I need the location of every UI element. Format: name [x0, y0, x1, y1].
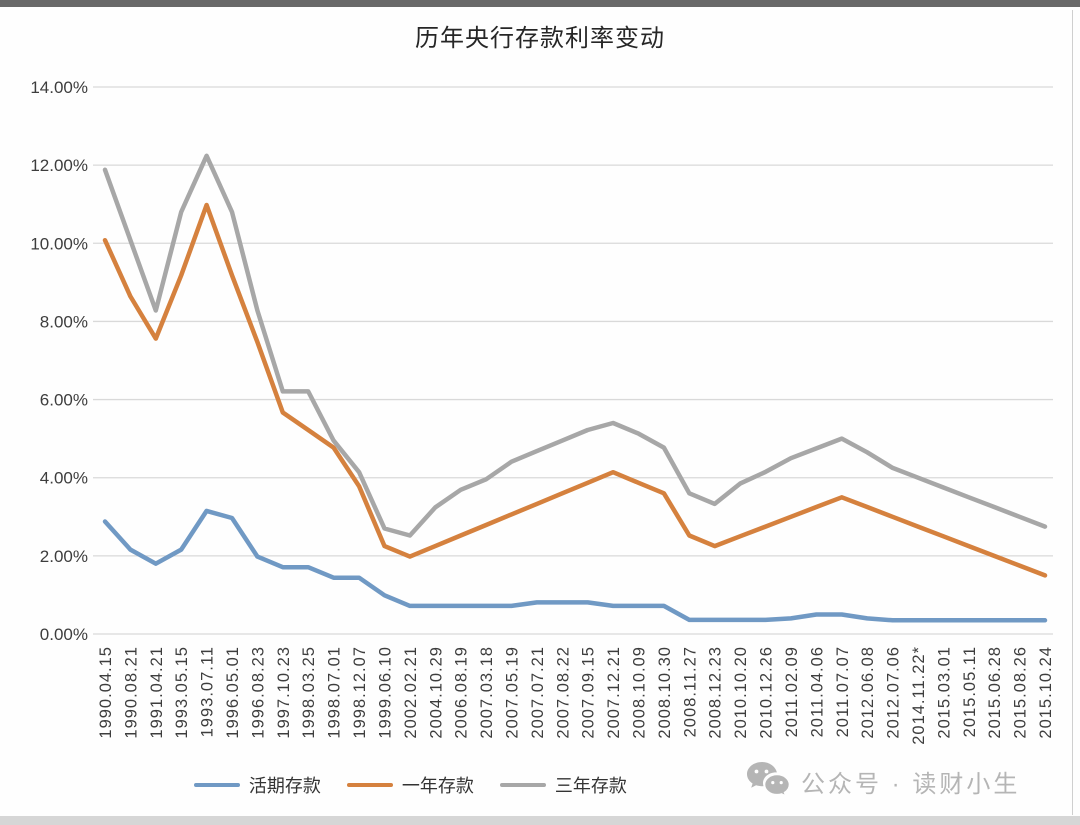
x-axis-tick-label: 2011.04.06 [808, 646, 826, 737]
legend-label: 活期存款 [248, 776, 321, 796]
one-year-deposit-line-swatch [346, 783, 393, 787]
chart-legend: 活期存款 一年存款 三年存款 [0, 772, 821, 798]
x-axis-tick-label: 2010.10.20 [732, 646, 750, 739]
legend-item-demand-deposit: 活期存款 [193, 772, 321, 798]
x-axis-tick-label: 2008.10.09 [631, 646, 649, 739]
x-axis-tick-label: 1999.06.10 [376, 646, 394, 739]
x-axis-tick-label: 1998.07.01 [326, 646, 344, 739]
x-axis-tick-label: 2015.08.26 [1012, 646, 1030, 739]
y-axis-tick-label: 2.00% [40, 547, 88, 566]
x-axis-tick-label: 2015.10.24 [1037, 646, 1055, 739]
x-axis-tick-label: 2012.07.06 [885, 646, 903, 739]
x-axis-tick-label: 2008.12.23 [707, 646, 725, 739]
x-axis-tick-label: 2014.11.22* [910, 646, 928, 745]
photo-bottom-edge [0, 816, 1080, 825]
x-axis-tick-label: 2008.11.27 [681, 646, 699, 737]
y-axis-tick-label: 0.00% [40, 625, 88, 644]
line-chart: 14.00% 12.00% 10.00% 8.00% 6.00% 4.00% 2.00% 0.… [30, 78, 1055, 745]
photo-right-edge [1072, 10, 1073, 815]
y-axis-tick-label: 12.00% [30, 156, 88, 175]
x-axis-tick-label: 1993.05.15 [173, 646, 191, 739]
wechat-icon [747, 762, 791, 798]
watermark-text: 公众号 · 读财小生 [801, 770, 1021, 798]
x-axis-tick-label: 1990.08.21 [122, 646, 140, 739]
x-axis-tick-label: 2007.03.18 [478, 646, 496, 739]
y-axis-tick-label: 6.00% [40, 391, 88, 410]
x-axis-tick-label: 1990.04.15 [97, 646, 115, 739]
x-axis-tick-label: 1996.05.01 [224, 646, 242, 739]
x-axis-tick-label: 1993.07.11 [199, 646, 217, 737]
x-axis-tick-label: 2004.10.29 [427, 646, 445, 739]
chart-title: 历年央行存款利率变动 [415, 25, 665, 52]
x-axis-tick-label: 2007.08.22 [554, 646, 572, 739]
legend-label: 三年存款 [554, 776, 627, 796]
three-year-deposit-line-swatch [499, 783, 546, 787]
x-axis-tick-label: 2015.06.28 [986, 646, 1004, 739]
x-axis-tick-label: 2010.12.26 [758, 646, 776, 739]
series-line-1 [102, 202, 1048, 578]
x-axis-tick-label: 2007.09.15 [580, 646, 598, 739]
photo-top-edge [0, 0, 1080, 7]
x-axis-tick-label: 2008.10.30 [656, 646, 674, 739]
series-line-0 [102, 508, 1048, 623]
x-axis-tick-label: 2012.06.08 [859, 646, 877, 739]
x-axis-tick-label: 1997.10.23 [275, 646, 293, 739]
legend-item-three-year-deposit: 三年存款 [499, 772, 627, 798]
y-axis-tick-label: 14.00% [30, 78, 88, 97]
x-axis-tick-label: 1991.04.21 [148, 646, 166, 739]
x-axis-tick-label: 2002.02.21 [402, 646, 420, 739]
x-axis-tick-label: 2015.05.11 [961, 646, 979, 737]
x-axis-tick-label: 2007.05.19 [503, 646, 521, 739]
x-axis-tick-label: 2006.08.19 [453, 646, 471, 739]
x-axis-tick-label: 2007.12.21 [605, 646, 623, 739]
x-axis-tick-label: 1996.08.23 [249, 646, 267, 739]
x-axis-tick-label: 1998.12.07 [351, 646, 369, 739]
y-axis-tick-label: 10.00% [30, 234, 88, 253]
legend-label: 一年存款 [401, 776, 474, 796]
x-axis-tick-label: 2011.07.07 [834, 646, 852, 737]
x-axis-tick-label: 2007.07.21 [529, 646, 547, 739]
demand-deposit-line-swatch [193, 783, 240, 787]
y-axis-tick-label: 8.00% [40, 312, 88, 331]
x-axis-tick-label: 2015.03.01 [935, 646, 953, 739]
x-axis-tick-label: 2011.02.09 [783, 646, 801, 737]
series-line-2 [102, 153, 1048, 538]
y-axis-tick-label: 4.00% [40, 469, 88, 488]
watermark: 公众号 · 读财小生 [745, 758, 1020, 804]
x-axis-tick-label: 1998.03.25 [300, 646, 318, 739]
legend-item-one-year-deposit: 一年存款 [346, 772, 474, 798]
